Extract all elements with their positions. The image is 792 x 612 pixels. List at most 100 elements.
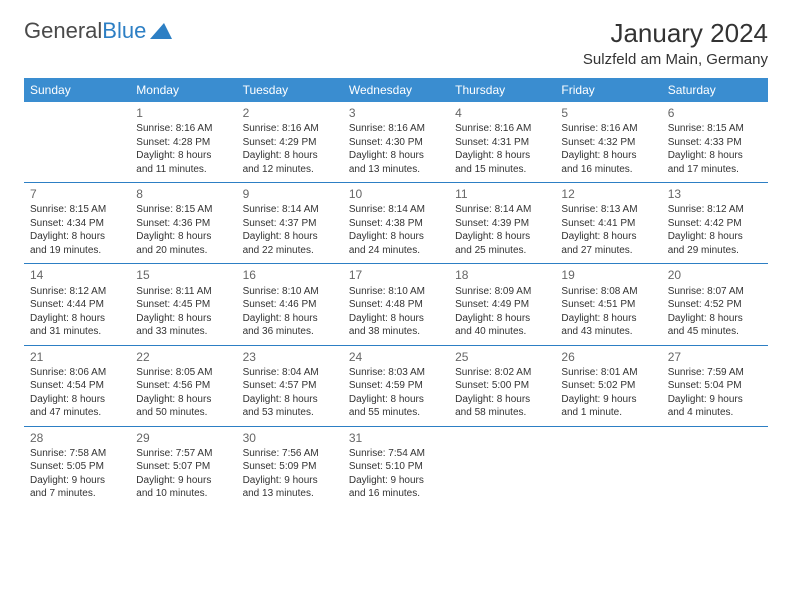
calendar-cell: 26Sunrise: 8:01 AMSunset: 5:02 PMDayligh… [555,345,661,426]
sunrise-line: Sunrise: 8:07 AM [668,285,762,299]
sunset-line: Sunset: 5:07 PM [136,460,230,474]
calendar-cell: 13Sunrise: 8:12 AMSunset: 4:42 PMDayligh… [662,183,768,264]
day-number: 12 [561,186,655,202]
daylight-line: Daylight: 9 hours and 10 minutes. [136,474,230,501]
logo-triangle-icon [150,23,172,39]
sunrise-line: Sunrise: 8:16 AM [136,122,230,136]
calendar-cell: 18Sunrise: 8:09 AMSunset: 4:49 PMDayligh… [449,264,555,345]
calendar-cell: 12Sunrise: 8:13 AMSunset: 4:41 PMDayligh… [555,183,661,264]
weekday-header: Friday [555,78,661,102]
daylight-line: Daylight: 9 hours and 7 minutes. [30,474,124,501]
sunset-line: Sunset: 4:36 PM [136,217,230,231]
sunrise-line: Sunrise: 8:04 AM [243,366,337,380]
daylight-line: Daylight: 8 hours and 40 minutes. [455,312,549,339]
calendar-cell: 22Sunrise: 8:05 AMSunset: 4:56 PMDayligh… [130,345,236,426]
calendar-cell: 25Sunrise: 8:02 AMSunset: 5:00 PMDayligh… [449,345,555,426]
daylight-line: Daylight: 8 hours and 12 minutes. [243,149,337,176]
weekday-header: Thursday [449,78,555,102]
calendar-cell [555,426,661,507]
calendar-cell [24,102,130,183]
daylight-line: Daylight: 9 hours and 1 minute. [561,393,655,420]
calendar-row: 28Sunrise: 7:58 AMSunset: 5:05 PMDayligh… [24,426,768,507]
calendar-cell: 19 Sunrise: 8:08 AMSunset: 4:51 PMDayligh… [555,264,661,345]
sunrise-line: Sunrise: 8:16 AM [455,122,549,136]
day-number: 1 [136,105,230,121]
day-number: 5 [561,105,655,121]
day-number: 26 [561,349,655,365]
logo-text-gray: General [24,18,102,43]
sunrise-line: Sunrise: 8:03 AM [349,366,443,380]
day-number: 24 [349,349,443,365]
daylight-line: Daylight: 8 hours and 45 minutes. [668,312,762,339]
daylight-line: Daylight: 8 hours and 43 minutes. [561,312,655,339]
sunset-line: Sunset: 4:39 PM [455,217,549,231]
page-title: January 2024 [583,18,768,49]
daylight-line: Daylight: 8 hours and 27 minutes. [561,230,655,257]
calendar-cell: 9Sunrise: 8:14 AMSunset: 4:37 PMDaylight… [237,183,343,264]
sunset-line: Sunset: 4:48 PM [349,298,443,312]
daylight-line: Daylight: 8 hours and 36 minutes. [243,312,337,339]
weekday-header: Wednesday [343,78,449,102]
sunset-line: Sunset: 4:51 PM [561,298,655,312]
calendar-cell: 10Sunrise: 8:14 AMSunset: 4:38 PMDayligh… [343,183,449,264]
logo: GeneralBlue [24,18,172,44]
calendar-cell: 5Sunrise: 8:16 AMSunset: 4:32 PMDaylight… [555,102,661,183]
calendar-cell: 11Sunrise: 8:14 AMSunset: 4:39 PMDayligh… [449,183,555,264]
weekday-header: Sunday [24,78,130,102]
day-number: 27 [668,349,762,365]
sunset-line: Sunset: 5:00 PM [455,379,549,393]
calendar-cell: 8Sunrise: 8:15 AMSunset: 4:36 PMDaylight… [130,183,236,264]
calendar-cell: 16Sunrise: 8:10 AMSunset: 4:46 PMDayligh… [237,264,343,345]
daylight-line: Daylight: 8 hours and 11 minutes. [136,149,230,176]
sunset-line: Sunset: 4:38 PM [349,217,443,231]
calendar-cell: 28Sunrise: 7:58 AMSunset: 5:05 PMDayligh… [24,426,130,507]
sunset-line: Sunset: 4:49 PM [455,298,549,312]
sunset-line: Sunset: 4:30 PM [349,136,443,150]
calendar-cell: 17Sunrise: 8:10 AMSunset: 4:48 PMDayligh… [343,264,449,345]
daylight-line: Daylight: 8 hours and 55 minutes. [349,393,443,420]
calendar-cell [449,426,555,507]
sunset-line: Sunset: 4:57 PM [243,379,337,393]
calendar-cell: 31Sunrise: 7:54 AMSunset: 5:10 PMDayligh… [343,426,449,507]
day-number: 21 [30,349,124,365]
calendar-cell: 4Sunrise: 8:16 AMSunset: 4:31 PMDaylight… [449,102,555,183]
sunrise-line: Sunrise: 8:13 AM [561,203,655,217]
sunrise-line: Sunrise: 8:12 AM [30,285,124,299]
day-number: 8 [136,186,230,202]
calendar-cell: 14Sunrise: 8:12 AMSunset: 4:44 PMDayligh… [24,264,130,345]
calendar-row: 7Sunrise: 8:15 AMSunset: 4:34 PMDaylight… [24,183,768,264]
sunset-line: Sunset: 4:44 PM [30,298,124,312]
sunset-line: Sunset: 4:59 PM [349,379,443,393]
weekday-header: Tuesday [237,78,343,102]
daylight-line: Daylight: 8 hours and 24 minutes. [349,230,443,257]
day-number: 10 [349,186,443,202]
sunset-line: Sunset: 4:32 PM [561,136,655,150]
daylight-line: Daylight: 8 hours and 25 minutes. [455,230,549,257]
day-number: 11 [455,186,549,202]
calendar-cell: 23Sunrise: 8:04 AMSunset: 4:57 PMDayligh… [237,345,343,426]
sunrise-line: Sunrise: 8:15 AM [30,203,124,217]
daylight-line: Daylight: 8 hours and 47 minutes. [30,393,124,420]
day-number: 20 [668,267,762,283]
daylight-line: Daylight: 8 hours and 29 minutes. [668,230,762,257]
sunrise-line: Sunrise: 7:57 AM [136,447,230,461]
day-number: 13 [668,186,762,202]
calendar-cell [662,426,768,507]
sunset-line: Sunset: 4:29 PM [243,136,337,150]
day-number: 19 [561,267,655,283]
sunrise-line: Sunrise: 8:10 AM [349,285,443,299]
calendar-table: SundayMondayTuesdayWednesdayThursdayFrid… [24,78,768,507]
daylight-line: Daylight: 8 hours and 22 minutes. [243,230,337,257]
logo-text: GeneralBlue [24,18,146,44]
day-number: 31 [349,430,443,446]
sunset-line: Sunset: 4:42 PM [668,217,762,231]
sunset-line: Sunset: 5:09 PM [243,460,337,474]
daylight-line: Daylight: 8 hours and 58 minutes. [455,393,549,420]
sunrise-line: Sunrise: 8:14 AM [243,203,337,217]
sunrise-line: Sunrise: 8:02 AM [455,366,549,380]
sunrise-line: Sunrise: 8:08 AM [561,285,655,299]
day-number: 23 [243,349,337,365]
day-number: 28 [30,430,124,446]
calendar-head: SundayMondayTuesdayWednesdayThursdayFrid… [24,78,768,102]
sunrise-line: Sunrise: 7:58 AM [30,447,124,461]
